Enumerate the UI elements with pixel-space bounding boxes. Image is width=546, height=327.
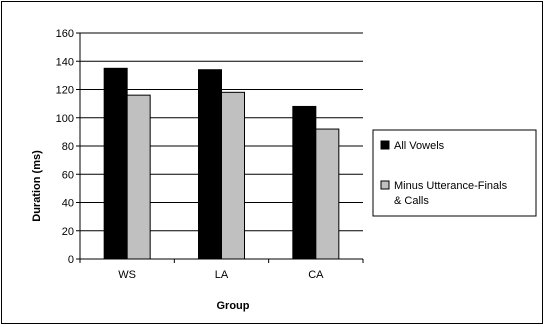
legend-label-minus-utterance-finals-line2: & Calls (394, 195, 429, 207)
axes (76, 32, 364, 263)
legend-swatch-minus-utterance-finals (380, 180, 390, 190)
legend-label-minus-utterance-finals-line1: Minus Utterance-Finals (394, 180, 508, 192)
y-tick-label: 80 (62, 141, 74, 153)
legend: All Vowels Minus Utterance-Finals & Call… (372, 129, 537, 217)
bar-la-series-2 (221, 91, 245, 260)
y-tick-labels: 0 20 40 60 80 100 120 140 160 (56, 28, 74, 266)
y-tick-label: 160 (56, 28, 74, 40)
x-tick-label: WS (118, 269, 136, 281)
y-tick-label: 140 (56, 56, 74, 68)
legend-swatch-all-vowels (380, 140, 390, 150)
bar-ws-series-1 (103, 67, 128, 260)
y-axis-title: Duration (ms) (31, 150, 43, 222)
y-tick-label: 100 (56, 113, 74, 125)
legend-label-all-vowels: All Vowels (394, 140, 445, 152)
x-tick-label: CA (308, 269, 324, 281)
y-tick-label: 0 (68, 254, 74, 266)
bar-ca-series-1 (292, 105, 317, 260)
x-tick-labels: WS LA CA (118, 269, 324, 281)
bar-la-series-1 (198, 69, 222, 260)
y-tick-label: 120 (56, 85, 74, 97)
y-tick-label: 40 (62, 198, 74, 210)
bars (103, 67, 340, 260)
bar-ca-series-2 (315, 128, 340, 260)
legend-box (372, 129, 537, 217)
y-tick-label: 20 (62, 226, 74, 238)
x-axis-title: Group (217, 300, 250, 312)
x-tick-label: LA (215, 269, 229, 281)
bar-ws-series-2 (126, 94, 151, 260)
y-tick-label: 60 (62, 169, 74, 181)
